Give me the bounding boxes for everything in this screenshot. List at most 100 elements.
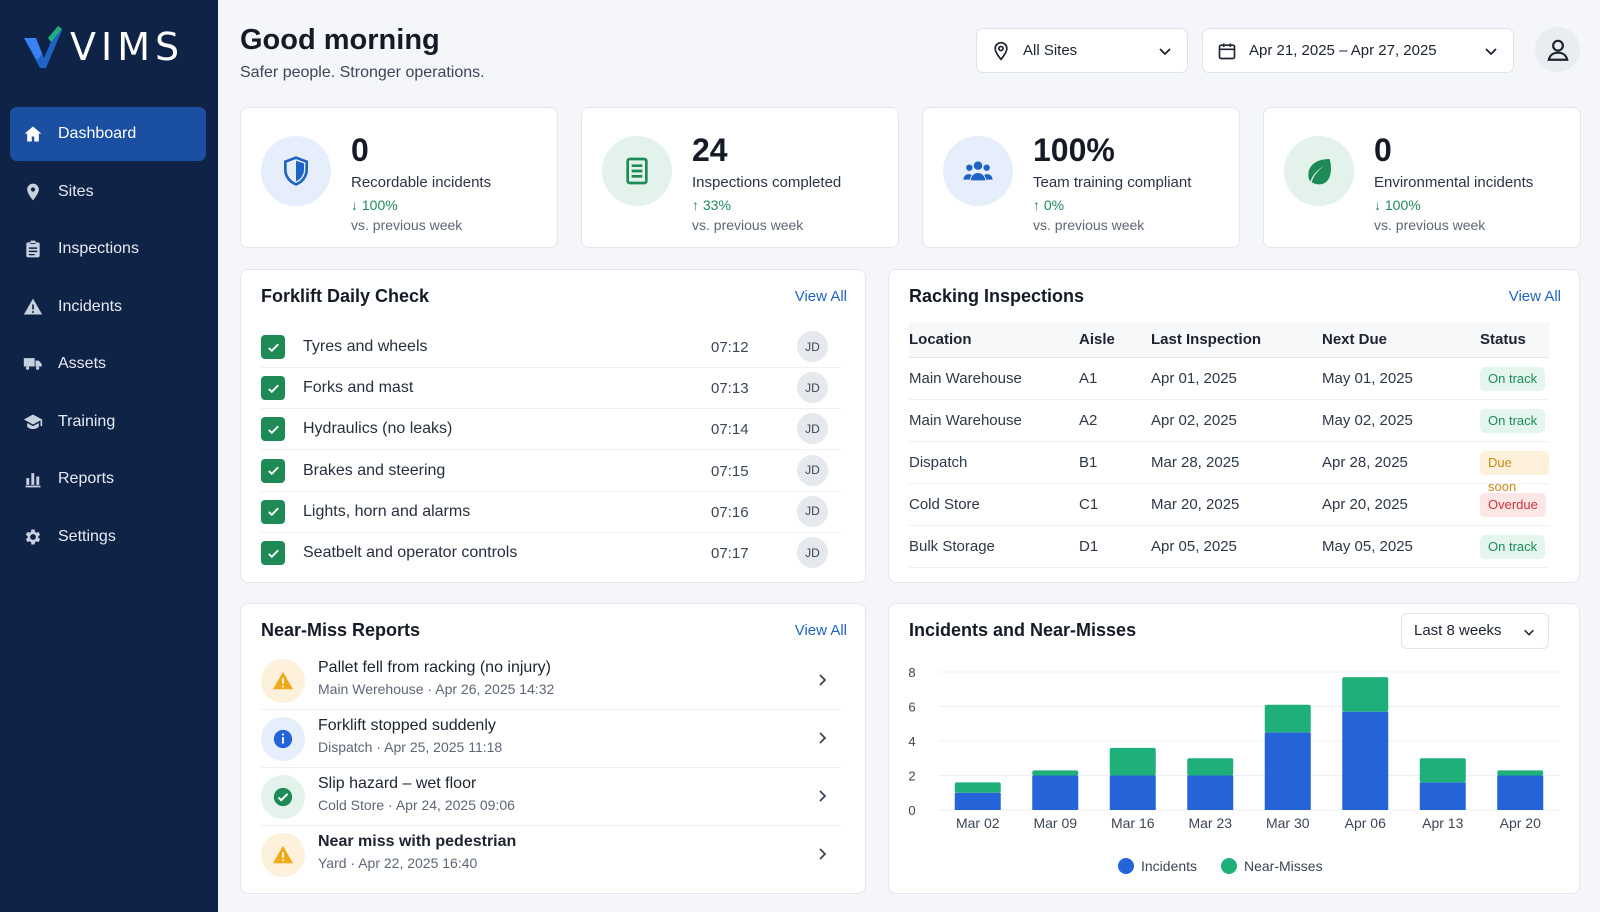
near-miss-meta: Yard · Apr 22, 2025 16:40 bbox=[318, 855, 478, 871]
sidebar-item-assets[interactable]: Assets bbox=[10, 337, 206, 391]
status-badge: On track bbox=[1480, 409, 1546, 433]
sidebar-item-label: Sites bbox=[58, 182, 94, 200]
checkbox[interactable] bbox=[261, 541, 285, 565]
sidebar-item-inspections[interactable]: Inspections bbox=[10, 222, 206, 276]
range-select[interactable]: Last 8 weeks bbox=[1401, 613, 1549, 649]
inspector-avatar: JD bbox=[797, 454, 828, 486]
kpi-card[interactable]: 100% Team training compliant ↑ 0% vs. previ… bbox=[922, 107, 1240, 248]
column-header[interactable]: Location bbox=[909, 331, 972, 348]
user-avatar-button[interactable] bbox=[1535, 27, 1580, 72]
checklist-item-label: Brakes and steering bbox=[303, 461, 446, 479]
check-icon bbox=[267, 549, 279, 558]
column-header[interactable]: Aisle bbox=[1079, 331, 1115, 348]
clipboard-icon bbox=[22, 238, 44, 260]
chevron-right-icon bbox=[819, 790, 827, 802]
document-icon bbox=[626, 157, 648, 185]
checkbox[interactable] bbox=[261, 376, 285, 401]
bar-incidents bbox=[1497, 775, 1544, 810]
warning-icon bbox=[272, 845, 294, 864]
near-miss-meta: Dispatch · Apr 25, 2025 11:18 bbox=[318, 739, 503, 755]
bar-near-misses bbox=[954, 782, 1001, 793]
table-cell: Cold Store bbox=[909, 496, 980, 513]
incidents-bar-chart: 0 2 4 6 8 Mar 02 Mar 09 Mar 16 Mar 23 Mar 30 Apr 0… bbox=[908, 665, 1559, 874]
table-row[interactable]: Main Warehouse A1 Apr 01, 2025 May 01, 2025… bbox=[909, 358, 1549, 400]
sidebar-item-reports[interactable]: Reports bbox=[10, 452, 206, 506]
kpi-change: ↑ 33% bbox=[692, 197, 731, 213]
bar-incidents bbox=[1419, 782, 1466, 810]
date-range-select[interactable]: Apr 21, 2025 – Apr 27, 2025 bbox=[1202, 28, 1514, 73]
table-row[interactable]: Bulk Storage D1 Apr 05, 2025 May 05, 2025 On… bbox=[909, 526, 1549, 568]
x-tick-label: Apr 13 bbox=[1422, 815, 1463, 831]
table-row[interactable]: Dispatch B1 Mar 28, 2025 Apr 28, 2025 Due so… bbox=[909, 442, 1549, 494]
checkbox[interactable] bbox=[261, 335, 285, 359]
bar-incidents bbox=[1032, 775, 1079, 810]
chevron-right-icon bbox=[819, 848, 827, 860]
inspector-avatar: JD bbox=[797, 331, 828, 362]
checkbox[interactable] bbox=[261, 417, 285, 442]
checklist-item-time: 07:17 bbox=[711, 545, 749, 562]
view-all-link[interactable]: View All bbox=[1508, 288, 1561, 305]
kpi-card[interactable]: 0 Environmental incidents ↓ 100% vs. previo… bbox=[1263, 107, 1581, 248]
logo[interactable]: VIMS bbox=[22, 22, 184, 72]
bar-near-misses bbox=[1264, 704, 1311, 733]
kpi-card[interactable]: 24 Inspections completed ↑ 33% vs. previous… bbox=[581, 107, 899, 248]
sidebar-item-label: Incidents bbox=[58, 297, 123, 315]
page-subtitle: Safer people. Stronger operations. bbox=[240, 64, 485, 81]
checklist-item-time: 07:15 bbox=[711, 462, 749, 480]
checklist-item-label: Tyres and wheels bbox=[303, 338, 428, 355]
checkbox[interactable] bbox=[261, 499, 285, 524]
bar-incidents bbox=[1109, 775, 1156, 810]
table-cell: Main Warehouse bbox=[909, 370, 1022, 387]
near-miss-item[interactable]: Slip hazard – wet floor Cold Store · Apr … bbox=[261, 768, 841, 826]
logo-text: VIMS bbox=[70, 25, 185, 69]
kpi-card[interactable]: 0 Recordable incidents ↓ 100% vs. previous … bbox=[240, 107, 558, 248]
sidebar-item-settings[interactable]: Settings bbox=[10, 510, 206, 564]
user-icon bbox=[1546, 39, 1569, 61]
near-miss-item[interactable]: Pallet fell from racking (no injury) Main… bbox=[261, 652, 841, 710]
gear-icon bbox=[22, 526, 44, 548]
logo-mark-icon bbox=[24, 26, 62, 68]
near-miss-item[interactable]: Forklift stopped suddenly Dispatch · Apr … bbox=[261, 710, 841, 768]
chevron-right-icon bbox=[819, 732, 827, 744]
checklist-row: Seatbelt and operator controls 07:17 JD bbox=[261, 533, 841, 574]
table-cell: A2 bbox=[1079, 412, 1098, 429]
site-filter-value: All Sites bbox=[1023, 42, 1078, 59]
site-filter-select[interactable]: All Sites bbox=[976, 28, 1188, 73]
table-row[interactable]: Main Warehouse A2 Apr 02, 2025 May 02, 2025… bbox=[909, 400, 1549, 442]
near-miss-item[interactable]: Near miss with pedestrian Yard · Apr 22, … bbox=[261, 826, 841, 884]
near-miss-title: Forklift stopped suddenly bbox=[318, 717, 496, 734]
checklist-item-label: Seatbelt and operator controls bbox=[303, 544, 518, 561]
checkbox[interactable] bbox=[261, 458, 285, 483]
column-header[interactable]: Next Due bbox=[1322, 331, 1388, 348]
view-all-link[interactable]: View All bbox=[794, 622, 847, 639]
x-tick-label: Mar 30 bbox=[1266, 815, 1310, 831]
kpi-label: Environmental incidents bbox=[1374, 174, 1534, 191]
view-all-link[interactable]: View All bbox=[794, 288, 847, 305]
x-tick-label: Apr 06 bbox=[1345, 815, 1386, 831]
table-cell: Mar 20, 2025 bbox=[1151, 496, 1240, 513]
sidebar-item-dashboard[interactable]: Dashboard bbox=[10, 107, 206, 161]
kpi-change: ↓ 100% bbox=[1374, 197, 1421, 213]
kpi-icon-badge bbox=[1284, 136, 1354, 206]
sidebar-item-label: Training bbox=[58, 412, 116, 430]
column-header[interactable]: Status bbox=[1480, 331, 1526, 348]
near-miss-panel: Near-Miss Reports View All Pallet fell f… bbox=[240, 603, 866, 894]
x-tick-label: Mar 16 bbox=[1111, 815, 1155, 831]
warning-icon bbox=[272, 671, 294, 690]
sidebar-item-label: Reports bbox=[58, 470, 115, 487]
bar-near-misses bbox=[1497, 770, 1544, 776]
table-cell: D1 bbox=[1079, 538, 1099, 555]
sidebar-item-training[interactable]: Training bbox=[10, 395, 206, 449]
near-miss-icon-badge bbox=[261, 659, 305, 703]
legend-label: Near-Misses bbox=[1244, 858, 1323, 874]
date-range-value: Apr 21, 2025 – Apr 27, 2025 bbox=[1249, 42, 1437, 59]
sidebar-item-sites[interactable]: Sites bbox=[10, 165, 206, 219]
check-icon bbox=[267, 507, 279, 517]
panel-title: Near-Miss Reports bbox=[261, 620, 421, 640]
checklist-row: Forks and mast 07:13 JD bbox=[261, 368, 841, 410]
near-miss-icon-badge bbox=[261, 717, 305, 761]
sidebar-item-incidents[interactable]: Incidents bbox=[10, 280, 206, 334]
column-header[interactable]: Last Inspection bbox=[1151, 331, 1262, 348]
y-tick-label: 6 bbox=[908, 700, 915, 715]
table-row[interactable]: Cold Store C1 Mar 20, 2025 Apr 20, 2025 Over… bbox=[909, 484, 1549, 526]
